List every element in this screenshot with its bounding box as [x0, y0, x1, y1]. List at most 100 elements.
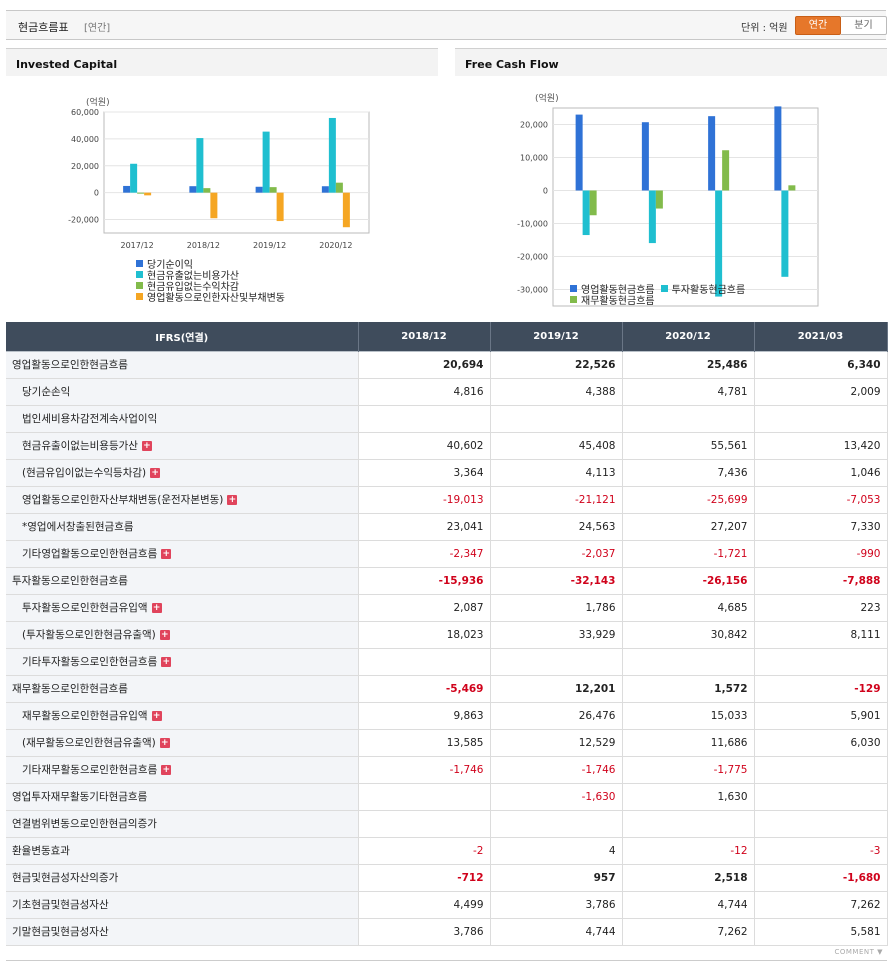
table-cell: 6,030 — [754, 729, 888, 757]
table-cell: 30,842 — [622, 621, 755, 649]
row-label-text: (현금유입이없는수익등차감) — [22, 467, 147, 479]
table-corner: IFRS(연결) — [6, 322, 359, 351]
row-label-text: *영업에서창출된현금흐름 — [22, 521, 134, 533]
table-cell: 4,113 — [490, 459, 623, 487]
y-tick-label: 40,000 — [71, 135, 99, 144]
legend-swatch — [136, 260, 143, 267]
bar — [137, 192, 145, 194]
table-row: 기말현금및현금성자산 3,786 4,744 7,262 5,581 — [6, 918, 888, 946]
expand-icon[interactable]: + — [150, 468, 161, 478]
bar — [715, 190, 723, 297]
expand-icon[interactable]: + — [159, 738, 170, 748]
bar — [575, 114, 583, 191]
table-cell: -1,680 — [754, 863, 888, 892]
x-tick-label: 2019/12 — [253, 241, 286, 250]
table-cell: -990 — [754, 540, 888, 568]
expand-icon[interactable]: + — [141, 441, 152, 451]
row-label-text: 영업투자재무활동기타현금흐름 — [12, 791, 148, 803]
expand-icon[interactable]: + — [161, 765, 172, 775]
table-cell: 15,033 — [622, 702, 755, 730]
legend-item: 당기순이익 — [136, 258, 285, 271]
period-tabs: 연간 분기 — [795, 16, 887, 35]
row-label: 기타영업활동으로인한현금흐름 + — [6, 540, 359, 568]
row-label: 재무활동으로인한현금유입액 + — [6, 702, 359, 730]
table-cell — [358, 648, 491, 676]
row-label: 투자활동으로인한현금흐름 — [6, 566, 359, 595]
column-header: 2019/12 — [490, 322, 623, 351]
row-label-text: 당기순손익 — [22, 386, 71, 398]
y-tick-label: -20,000 — [517, 253, 548, 262]
table-cell: -21,121 — [490, 486, 623, 514]
bar — [328, 117, 336, 193]
table-cell: 25,486 — [622, 350, 755, 379]
table-header: IFRS(연결) 2018/12 2019/12 2020/12 2021/03 — [6, 322, 888, 351]
bar — [189, 186, 197, 193]
table-cell: 12,201 — [490, 674, 623, 703]
tab-quarter[interactable]: 분기 — [841, 16, 887, 35]
table-cell — [490, 405, 623, 433]
bar — [276, 192, 284, 222]
y-tick-label: 0 — [543, 187, 548, 196]
table-row: 영업활동으로인한자산부채변동(운전자본변동) + -19,013 -21,121 -25… — [6, 486, 888, 514]
table-cell — [754, 405, 888, 433]
bar — [648, 190, 656, 244]
table-cell: 4,744 — [490, 918, 623, 946]
table-cell: -7,888 — [754, 566, 888, 595]
table-row: (투자활동으로인한현금유출액) +18,023 33,929 30,842 8,111 — [6, 621, 888, 649]
legend-item: 재무활동현금흐름 — [570, 294, 655, 307]
row-label: 투자활동으로인한현금유입액 + — [6, 594, 359, 622]
expand-icon[interactable]: + — [161, 657, 172, 667]
page-header: 현금흐름표 [연간] 단위 : 억원 연간 분기 — [6, 10, 887, 40]
expand-icon[interactable]: + — [161, 549, 172, 559]
table-cell: 7,330 — [754, 513, 888, 541]
legend-label: 영업활동현금흐름 — [581, 285, 655, 296]
expand-icon[interactable]: + — [159, 630, 170, 640]
table-cell: 1,786 — [490, 594, 623, 622]
tab-annual[interactable]: 연간 — [795, 16, 841, 35]
table-row: 투자활동으로인한현금유입액 +2,087 1,786 4,685 223 — [6, 594, 888, 622]
table-cell: 1,630 — [622, 783, 755, 811]
plot-area — [552, 107, 819, 307]
table-cell: 8,111 — [754, 621, 888, 649]
expand-icon[interactable]: + — [151, 711, 162, 721]
table-cell: 22,526 — [490, 350, 623, 379]
table-cell: -5,469 — [358, 674, 491, 703]
table-cell: -25,699 — [622, 486, 755, 514]
table-cell: -1,721 — [622, 540, 755, 568]
invested-capital-panel: Invested Capital (억원) 60,000 40,000 20,000 0… — [6, 48, 438, 310]
legend-label: 당기순이익 — [147, 260, 193, 271]
table-cell: 55,561 — [622, 432, 755, 460]
y-tick-label: 10,000 — [520, 154, 548, 163]
row-label: 영업활동으로인한자산부채변동(운전자본변동) + — [6, 486, 359, 514]
table-cell: 7,262 — [754, 891, 888, 919]
unit-label: (억원) — [535, 92, 559, 104]
table-cell: -712 — [358, 863, 491, 892]
table-cell: -2,347 — [358, 540, 491, 568]
y-tick-label: -20,000 — [68, 216, 99, 225]
table-cell — [490, 810, 623, 838]
comment-toggle[interactable]: COMMENT ▼ — [834, 948, 883, 956]
table-cell: 13,585 — [358, 729, 491, 757]
row-label-text: 재무활동으로인한현금흐름 — [12, 683, 128, 695]
table-cell: -2 — [358, 837, 491, 865]
bar — [641, 122, 649, 191]
y-tick-label: -30,000 — [517, 286, 548, 295]
expand-icon[interactable]: + — [151, 603, 162, 613]
table-row: 당기순손익 4,816 4,388 4,781 2,009 — [6, 378, 888, 406]
bar — [342, 192, 350, 228]
legend-swatch — [660, 285, 668, 292]
table-cell — [754, 648, 888, 676]
table-cell: 1,046 — [754, 459, 888, 487]
table-cell: 33,929 — [490, 621, 623, 649]
table-cell: 12,529 — [490, 729, 623, 757]
table-cell: 4 — [490, 837, 623, 865]
legend-label: 투자활동현금흐름 — [671, 285, 746, 296]
bar — [335, 182, 343, 193]
expand-icon[interactable]: + — [227, 495, 238, 505]
legend-swatch — [136, 271, 143, 278]
table-row: 현금및현금성자산의증가 -712 957 2,518 -1,680 — [6, 863, 888, 892]
bar — [582, 190, 590, 236]
table-cell: 9,863 — [358, 702, 491, 730]
table-cell — [622, 810, 755, 838]
row-label-text: 영업활동으로인한자산부채변동(운전자본변동) — [22, 494, 224, 506]
